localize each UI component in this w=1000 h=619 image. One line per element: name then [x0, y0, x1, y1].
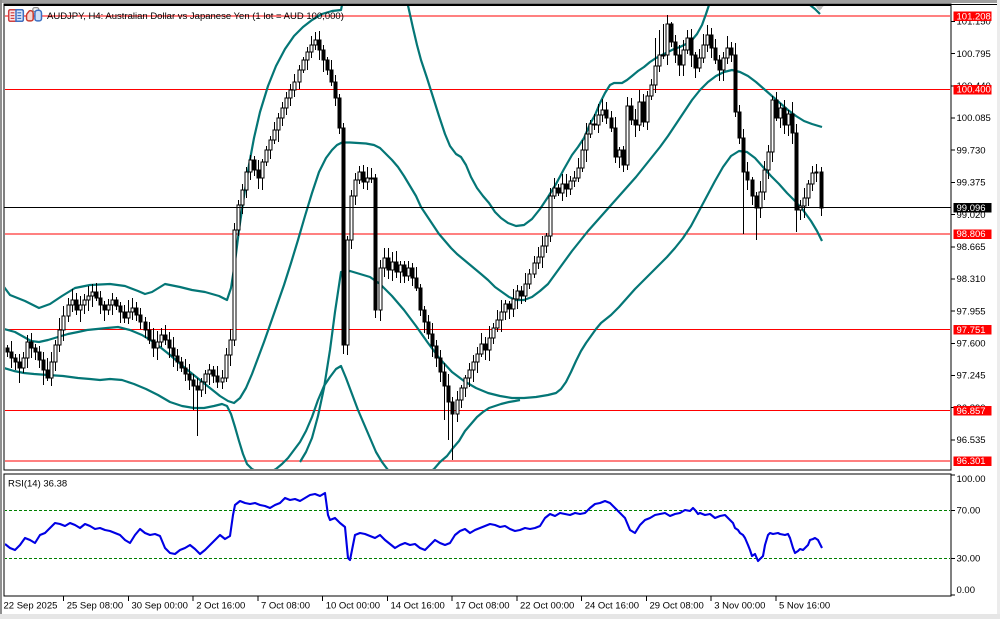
svg-text:101.208: 101.208 [957, 12, 991, 23]
svg-text:98.310: 98.310 [957, 274, 986, 285]
svg-text:5 Nov 16:00: 5 Nov 16:00 [779, 601, 830, 612]
svg-text:100.795: 100.795 [957, 49, 991, 60]
svg-text:0.00: 0.00 [957, 585, 976, 596]
svg-text:7 Oct 08:00: 7 Oct 08:00 [261, 601, 310, 612]
svg-text:97.245: 97.245 [957, 371, 986, 382]
svg-text:96.535: 96.535 [957, 435, 986, 446]
svg-text:22 Oct 00:00: 22 Oct 00:00 [520, 601, 574, 612]
svg-text:99.096: 99.096 [957, 203, 986, 214]
svg-text:RSI(14) 36.38: RSI(14) 36.38 [8, 479, 67, 490]
svg-text:22 Sep 2025: 22 Sep 2025 [4, 601, 58, 612]
svg-text:AUDJPY, H4: Australian Dollar: AUDJPY, H4: Australian Dollar vs Japanes… [47, 11, 344, 22]
svg-text:100.400: 100.400 [957, 85, 991, 96]
svg-text:24 Oct 16:00: 24 Oct 16:00 [585, 601, 639, 612]
svg-text:97.955: 97.955 [957, 306, 986, 317]
svg-text:99.375: 99.375 [957, 178, 986, 189]
svg-text:98.665: 98.665 [957, 242, 986, 253]
svg-text:96.301: 96.301 [957, 456, 986, 467]
svg-text:14 Oct 16:00: 14 Oct 16:00 [390, 601, 444, 612]
svg-text:17 Oct 08:00: 17 Oct 08:00 [455, 601, 509, 612]
svg-text:100.085: 100.085 [957, 113, 991, 124]
svg-text:98.806: 98.806 [957, 229, 986, 240]
svg-text:2 Oct 16:00: 2 Oct 16:00 [196, 601, 245, 612]
svg-text:30.00: 30.00 [957, 554, 981, 565]
svg-text:97.751: 97.751 [957, 325, 986, 336]
svg-text:100.00: 100.00 [957, 474, 986, 485]
svg-text:101.150: 101.150 [957, 17, 991, 28]
svg-text:99.020: 99.020 [957, 210, 986, 221]
svg-text:99.730: 99.730 [957, 145, 986, 156]
svg-text:97.600: 97.600 [957, 339, 986, 350]
svg-text:25 Sep 08:00: 25 Sep 08:00 [67, 601, 124, 612]
svg-text:10 Oct 00:00: 10 Oct 00:00 [326, 601, 380, 612]
svg-text:70.00: 70.00 [957, 506, 981, 517]
svg-text:30 Sep 00:00: 30 Sep 00:00 [131, 601, 188, 612]
svg-text:29 Oct 08:00: 29 Oct 08:00 [649, 601, 703, 612]
svg-text:3 Nov 00:00: 3 Nov 00:00 [714, 601, 765, 612]
svg-text:96.857: 96.857 [957, 406, 986, 417]
